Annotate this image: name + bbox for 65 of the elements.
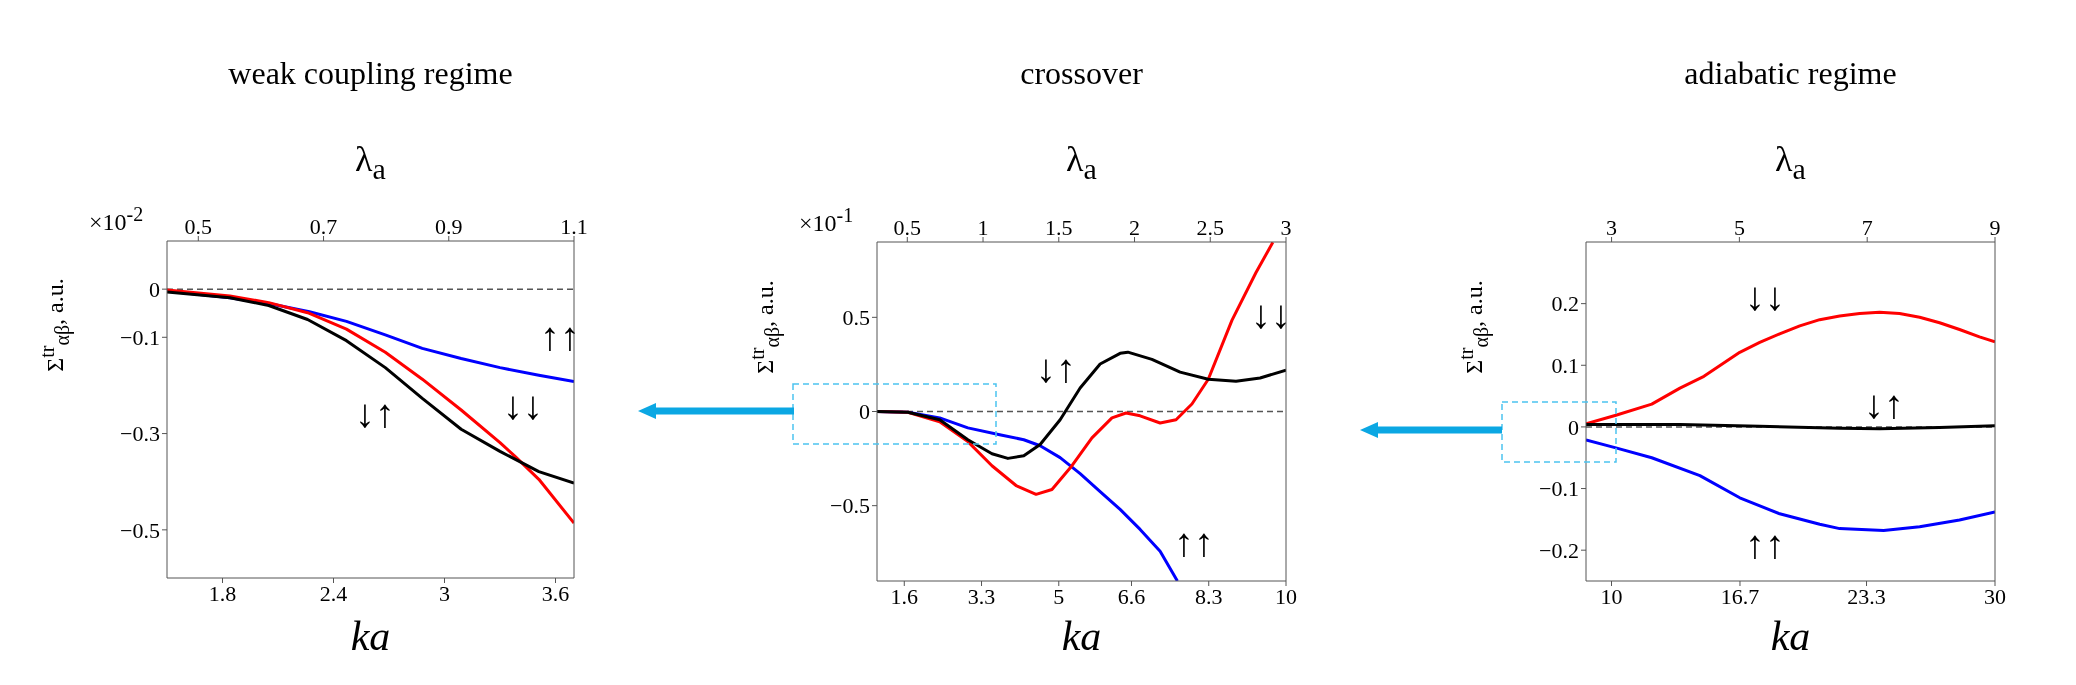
line-series [167,288,574,525]
x2-tick-label: 1.1 [560,214,588,239]
x-axis-title: ka [350,612,391,660]
series-label: ↑↑ [540,312,580,360]
x2-tick-label: 5 [1733,215,1745,240]
x-tick-label: 6.6 [1117,583,1146,609]
text: ×10$^{-1}$ [799,204,854,237]
x-axis-title: ka [1770,612,1811,660]
x2-tick-label: 2.5 [1196,215,1225,240]
series-label: ↓↑ [1036,344,1076,392]
series-label: ↓↑ [355,389,395,437]
x2-axis-title: λ$_{a}$ [1775,138,1806,187]
x-tick-label: 3.6 [541,580,570,606]
x2-tick-label: 9 [1989,215,2001,240]
x2-tick-label: 1 [977,215,989,240]
y-tick-label: 0 [1568,414,1579,440]
y-tick-label: 0.1 [1551,353,1579,379]
y-tick-label: 0 [859,399,870,425]
x-tick-label: 3 [439,580,450,606]
x2-tick-label: 2 [1129,215,1141,240]
y-tick-label: 0.2 [1551,291,1579,317]
y-tick-label: −0.5 [830,493,870,519]
series-label: ↓↓ [1251,290,1291,338]
x2-tick-label: 0.5 [184,214,213,239]
x-axis-title: ka [1061,612,1102,660]
chart-title: adiabatic regime [1684,55,1897,92]
x-tick-label: 1.8 [208,580,237,606]
y-tick-label: −0.2 [1539,537,1579,563]
x-tick-label: 2.4 [319,580,348,606]
y-tick-label: 0 [149,276,160,302]
x-tick-label: 10 [1275,583,1297,609]
x2-tick-label: 7 [1861,215,1873,240]
line-series [1586,438,1995,532]
x-tick-label: 8.3 [1194,583,1223,609]
y-tick-label: −0.1 [1539,476,1579,502]
x2-tick-label: 0.7 [309,214,338,239]
chart-title: crossover [1020,55,1143,92]
x2-axis-title: λ$_{a}$ [1066,138,1097,187]
y-tick-label: −0.1 [120,325,160,351]
series-label: ↓↑ [1864,380,1904,428]
text: ×10$^{-2}$ [89,203,144,236]
series-label: ↑↑ [1174,518,1214,566]
x2-tick-label: 0.9 [435,214,463,239]
x2-tick-label: 1.5 [1045,215,1073,240]
line-series [877,350,1286,460]
x-tick-label: 16.7 [1720,583,1760,609]
line-series [1586,310,1995,426]
x2-tick-label: 3 [1280,215,1292,240]
x-tick-label: 30 [1984,583,2006,609]
series-label: ↓↓ [503,381,543,429]
x-tick-label: 10 [1600,583,1623,609]
y-tick-label: −0.3 [120,421,160,447]
x2-tick-label: 3 [1606,215,1618,240]
series-label: ↑↑ [1745,520,1785,568]
x2-axis-title: λ$_{a}$ [355,138,386,187]
series-label: ↓↓ [1745,272,1785,320]
x-tick-label: 5 [1053,583,1065,609]
x-tick-label: 23.3 [1847,583,1886,609]
y-tick-label: −0.5 [120,517,160,543]
chart-title: weak coupling regime [228,55,513,92]
line-series [167,290,574,485]
x-tick-label: 1.6 [890,583,919,609]
y-tick-label: 0.5 [842,305,870,331]
x2-tick-label: 0.5 [893,215,922,240]
x-tick-label: 3.3 [967,583,996,609]
